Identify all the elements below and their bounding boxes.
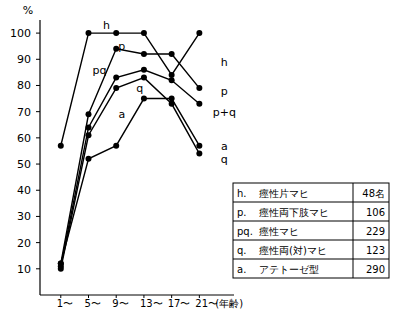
y-tick-label: 80 (17, 79, 31, 92)
point (86, 124, 92, 130)
legend-key: pq. (237, 226, 253, 237)
y-tick (36, 137, 40, 138)
point (196, 30, 202, 36)
y-tick (36, 216, 40, 217)
x-tick-label: 5〜 (85, 298, 101, 309)
point (196, 151, 202, 157)
series-line (61, 49, 200, 264)
point (141, 51, 147, 57)
chart: %1020304050607080901001〜5〜9〜13〜17〜21〜(年齢… (0, 0, 394, 314)
point (196, 143, 202, 149)
point (141, 75, 147, 81)
legend-label: 痙性片マヒ (259, 188, 309, 199)
legend-label: アテトーゼ型 (259, 264, 319, 275)
x-tick-label: 17〜 (168, 298, 191, 309)
x-tick-label: 9〜 (112, 298, 128, 309)
x-tick-label: 1〜 (57, 298, 73, 309)
legend-key: q. (237, 245, 247, 256)
y-tick-label: 60 (17, 132, 31, 145)
y-tick (36, 85, 40, 86)
series-line (61, 99, 200, 264)
legend-row-line (233, 202, 389, 203)
x-tick-label: 13〜 (140, 298, 163, 309)
legend-count: 48名 (362, 188, 385, 199)
legend-count: 106 (366, 207, 385, 218)
series-line (61, 33, 200, 146)
line-label: pq (93, 64, 107, 77)
line-label: h (103, 19, 110, 32)
point (169, 77, 175, 83)
plot (58, 30, 203, 272)
y-tick (36, 268, 40, 269)
legend-frame (233, 183, 389, 278)
point (141, 67, 147, 73)
point (113, 75, 119, 81)
legend-row-line (233, 259, 389, 260)
point (113, 85, 119, 91)
point (86, 132, 92, 138)
point (169, 72, 175, 78)
line-label: q (136, 82, 143, 95)
point (169, 96, 175, 102)
point (196, 85, 202, 91)
line-label: p (118, 40, 125, 53)
point (169, 51, 175, 57)
legend-key: a. (237, 264, 246, 275)
series-line (61, 78, 200, 269)
y-tick (36, 164, 40, 165)
legend-divider (353, 183, 354, 278)
legend-count: 123 (366, 245, 385, 256)
legend-row-line (233, 240, 389, 241)
point (86, 111, 92, 117)
y-axis (39, 20, 40, 295)
y-tick-label: 40 (17, 184, 31, 197)
point (58, 261, 64, 267)
y-tick-label: 20 (17, 237, 31, 250)
point (86, 30, 92, 36)
point (58, 266, 64, 272)
y-tick (36, 190, 40, 191)
point (58, 261, 64, 267)
y-tick (36, 59, 40, 60)
x-axis (40, 295, 234, 296)
legend-row-line (233, 221, 389, 222)
legend-label: 痙性マヒ (259, 226, 299, 237)
point (86, 156, 92, 162)
y-tick-label: 30 (17, 210, 31, 223)
point (141, 30, 147, 36)
y-label: % (23, 4, 33, 17)
x-label: (年齢) (215, 298, 243, 309)
y-tick (36, 111, 40, 112)
point (196, 101, 202, 107)
line-label: a (118, 108, 125, 121)
legend-label: 痙性両下肢マヒ (259, 207, 329, 218)
y-tick (36, 242, 40, 243)
legend-count: 229 (366, 226, 385, 237)
y-tick-label: 10 (17, 263, 31, 276)
y-tick-label: 90 (17, 53, 31, 66)
line-label: h (221, 56, 228, 69)
point (58, 143, 64, 149)
line-label: p+q (213, 106, 236, 119)
point (141, 96, 147, 102)
y-tick-label: 50 (17, 158, 31, 171)
y-tick-label: 70 (17, 106, 31, 119)
line-label: a (221, 140, 228, 153)
legend-label: 痙性両(対)マヒ (259, 245, 327, 256)
line-label: q (221, 153, 228, 166)
legend-key: p. (237, 207, 247, 218)
point (113, 30, 119, 36)
legend-count: 290 (366, 264, 385, 275)
line-label: p (221, 85, 228, 98)
point (113, 143, 119, 149)
y-tick (36, 33, 40, 34)
legend-key: h. (237, 188, 247, 199)
y-tick-label: 100 (10, 27, 31, 40)
